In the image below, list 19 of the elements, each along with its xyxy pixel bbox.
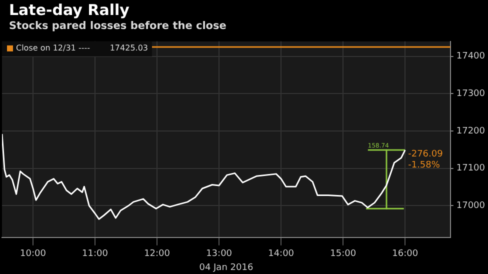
y-tick-label: 17400 (456, 52, 486, 62)
y-tick-label: 17000 (456, 201, 486, 212)
x-axis-title: 04 Jan 2016 (199, 262, 254, 273)
annotation: -1.58% (408, 160, 440, 170)
annotation: 17425.03 (110, 43, 148, 52)
x-tick-label: 10:00 (20, 249, 46, 260)
x-tick-label: 11:00 (82, 249, 108, 260)
legend-label: Close on 12/31 ---- (16, 43, 90, 52)
chart-subtitle: Stocks pared losses before the close (8, 19, 228, 33)
x-tick-label: 13:00 (206, 249, 232, 260)
y-tick-label: 17300 (456, 89, 486, 100)
y-tick-label: 17200 (456, 126, 486, 136)
x-tick-label: 15:00 (330, 249, 356, 260)
x-tick-label: 16:00 (392, 249, 418, 260)
annotation: -276.09 (408, 149, 444, 160)
y-tick-label: 17100 (456, 164, 486, 174)
chart-title: Late-day Rally (8, 0, 130, 19)
x-tick-label: 14:00 (268, 249, 294, 260)
x-tick-label: 12:00 (144, 249, 170, 260)
